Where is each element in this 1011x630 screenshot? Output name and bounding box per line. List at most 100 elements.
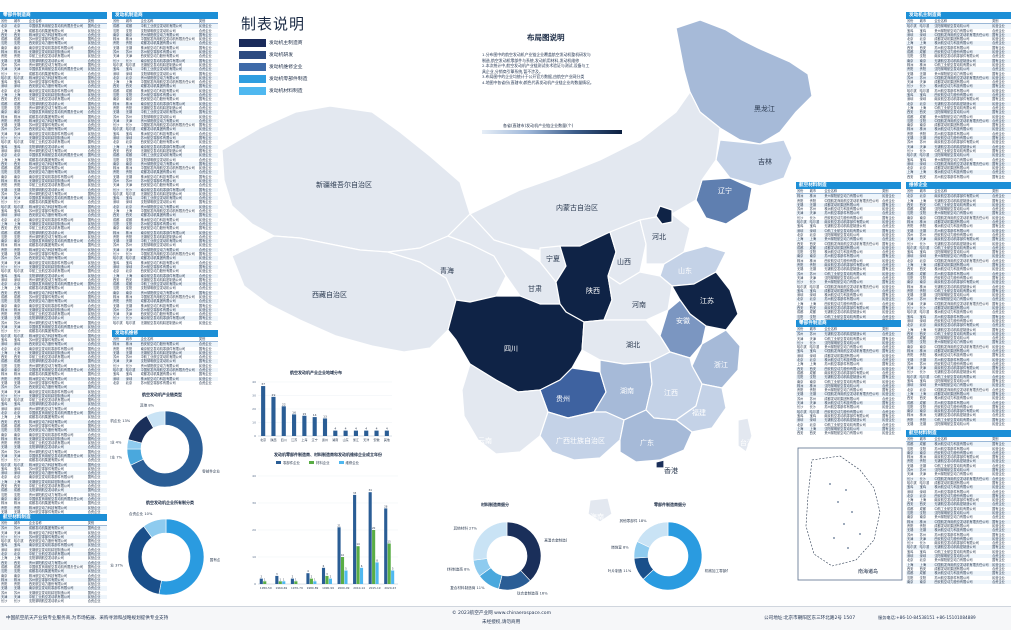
- table-cell: 合资企业: [87, 264, 101, 269]
- table-cell: 民营企业: [882, 194, 895, 199]
- province-label: 贵州: [556, 395, 570, 403]
- table-cell: 国有企业: [87, 501, 101, 506]
- table-row: 天津 天津 中国航发商用航空发动机有限责任公司 民营企业: [0, 325, 107, 330]
- table-row: 天津 天津 南京航空发动机零部件有限公司 国有企业: [906, 366, 1011, 371]
- table-cell: 贵阳: [907, 459, 914, 464]
- table-cell: 贵州黎阳航空动力有限公司: [140, 247, 179, 252]
- table-cell: 南京航空发动机零部件有限公司: [140, 101, 186, 106]
- table-cell: 中航工业航空发动机有限公司: [934, 62, 976, 67]
- table-cell: 中航工业航空发动机有限公司: [934, 331, 976, 336]
- province-label: 福建: [692, 409, 706, 417]
- table-cell: 苏州航空零部件有限公司: [140, 93, 176, 98]
- table-cell: 贵阳: [1, 582, 8, 587]
- table-row: 苏州 苏州 沈阳黎明航空发动机公司 民营企业: [112, 115, 218, 119]
- table-cell: 中国航发商用航空发动机有限责任公司: [934, 258, 989, 263]
- table-cell: 株洲航空动力科技有限公司: [934, 127, 973, 132]
- table-cell: 沈阳: [907, 54, 914, 59]
- table-row: 成都 成都 无锡航空发动机精密制造公司 民营企业: [796, 310, 901, 314]
- table-cell: 成都发动机集团有限公司: [28, 526, 64, 531]
- table-cell: 国有企业: [882, 306, 895, 311]
- table-cell: 南京: [809, 254, 817, 259]
- table-cell: 无锡: [919, 293, 927, 298]
- table-cell: 天津: [797, 336, 804, 341]
- table-cell: 苏州航空零部件有限公司: [28, 166, 64, 171]
- table-row: 哈尔滨 哈尔滨 株洲航空动力科技有限公司 国有企业: [0, 75, 107, 81]
- table-row: 沈阳 沈阳 贵州黎阳航空动力有限公司 民营企业: [0, 493, 107, 497]
- table-cell: 国有企业: [992, 519, 1005, 524]
- table-cell: 哈尔滨: [1, 75, 11, 80]
- table-cell: 西安: [809, 431, 817, 436]
- table-row: 天津 天津 西安航空动力股份有限公司 合资企业: [112, 312, 218, 316]
- table-cell: 中国航发商用航空发动机有限责任公司: [140, 252, 195, 257]
- table-cell: 无锡航空发动机精密制造公司: [934, 58, 976, 63]
- table-cell: 沈阳黎明航空发动机公司: [28, 488, 64, 493]
- table-row: 成都成都苏州航空零部件有限公司国有企业: [0, 166, 107, 170]
- table-cell: 国有企业: [87, 475, 101, 480]
- table-title: 航空材料制造: [796, 182, 901, 189]
- table-cell: 贵州黎阳航空动力有限公司: [28, 449, 68, 454]
- table-cell: 国有企业: [87, 191, 101, 196]
- table-cell: 长沙: [1, 264, 8, 269]
- province-label: 广东: [640, 439, 654, 447]
- table-row: 无锡 无锡 苏州航空零部件有限公司 合资企业: [0, 123, 107, 127]
- bar: [344, 570, 348, 584]
- table-repair: 发动机维修 省份 城市 企业名称 类别 株洲 株洲 西安航空动力股份有限公司 合资企业…: [112, 330, 218, 386]
- table-cell: 哈尔滨: [907, 374, 917, 379]
- table-cell: 民营企业: [87, 402, 101, 407]
- table-cell: 国有企业: [992, 161, 1005, 166]
- table-cell: 上海: [1, 350, 8, 355]
- table-cell: 南京: [113, 97, 120, 102]
- table-cell: 中航工业航空发动机有限公司: [140, 153, 183, 158]
- table-cell: 株洲: [113, 166, 120, 171]
- table-cell: 合资企业: [992, 232, 1005, 237]
- bar: [281, 406, 286, 436]
- table-cell: 无锡: [13, 380, 21, 385]
- table-cell: 上海: [1, 556, 8, 561]
- table-cell: 贵州黎阳航空动力有限公司: [934, 515, 973, 520]
- table-cell: 沈阳黎明航空发动机公司: [934, 336, 970, 341]
- table-row: 苏州 苏州 贵州黎阳航空动力有限公司 合资企业: [906, 297, 1011, 302]
- table-cell: 沈阳黎明航空发动机公司: [934, 24, 970, 29]
- pie-label: 机械加工零部件 63%: [705, 568, 728, 573]
- table-row: 成都 成都 沈阳黎明航空发动机公司 国有企业: [0, 101, 107, 106]
- table-cell: 贵阳: [797, 198, 804, 203]
- table-cell: 西安: [919, 110, 927, 115]
- table-cell: 贵阳: [919, 353, 927, 358]
- province-label: 内蒙古自治区: [556, 204, 598, 212]
- table-cell: 西安: [907, 110, 914, 115]
- table-cell: 株洲航空动力科技有限公司: [28, 505, 68, 510]
- table-row: 上海 上海 西安航空动力股份有限公司 合资企业: [796, 302, 901, 306]
- table-cell: 合资企业: [87, 329, 101, 334]
- table-right-repair: 维修企业 省份 城市 企业名称 类别 北京 北京 南京航空发动机零部件有限公司 合资企…: [906, 182, 1011, 430]
- table-cell: 民营企业: [992, 280, 1005, 285]
- table-cell: 株洲航空动力科技有限公司: [934, 353, 973, 358]
- table-row: 北京 北京 南京航空发动机零部件有限公司 国有企业: [0, 89, 107, 93]
- table-row: 西安 西安 株洲航空动力科技有限公司 民营企业: [906, 396, 1011, 400]
- table-row: 苏州 苏州 无锡航空发动机精密制造公司 合资企业: [796, 332, 901, 337]
- table-cell: 上海: [13, 479, 21, 484]
- table-cell: 民营企业: [87, 363, 101, 368]
- table-cell: 苏州航空零部件有限公司: [934, 489, 970, 494]
- table-row: 哈尔滨 哈尔滨 株洲航空动力科技有限公司 国有企业: [0, 462, 107, 467]
- table-cell: 民营企业: [87, 569, 101, 574]
- table-cell: 南京: [907, 409, 914, 414]
- table-cell: 天津: [13, 325, 21, 330]
- table-cell: 长沙: [919, 148, 927, 153]
- table-cell: 南京: [1, 110, 8, 115]
- table-cell: 苏州: [125, 243, 133, 248]
- table-cell: 中航工业航空发动机有限公司: [140, 67, 183, 72]
- table-row: 沈阳 沈阳 贵州黎阳航空动力有限公司 民营企业: [0, 364, 107, 368]
- col-province: 省份: [113, 337, 120, 341]
- table-row: 西安 西安 中航工业航空发动机有限公司 合资企业: [0, 226, 107, 230]
- table-cell: 无锡: [809, 392, 817, 397]
- table-cell: 无锡: [125, 303, 133, 308]
- table-cell: 哈尔滨: [907, 310, 917, 315]
- table-row: 沈阳 沈阳 西安航空动力股份有限公司 国有企业: [906, 276, 1011, 280]
- table-cell: 哈尔滨: [919, 88, 930, 93]
- table-cell: 苏州: [809, 332, 817, 337]
- table-cell: 合资企业: [87, 84, 101, 89]
- table-cell: 国有企业: [992, 404, 1005, 409]
- col-city: 城市: [809, 327, 817, 331]
- table-cell: 苏州航空零部件有限公司: [934, 45, 970, 50]
- legend-swatch: [239, 74, 266, 83]
